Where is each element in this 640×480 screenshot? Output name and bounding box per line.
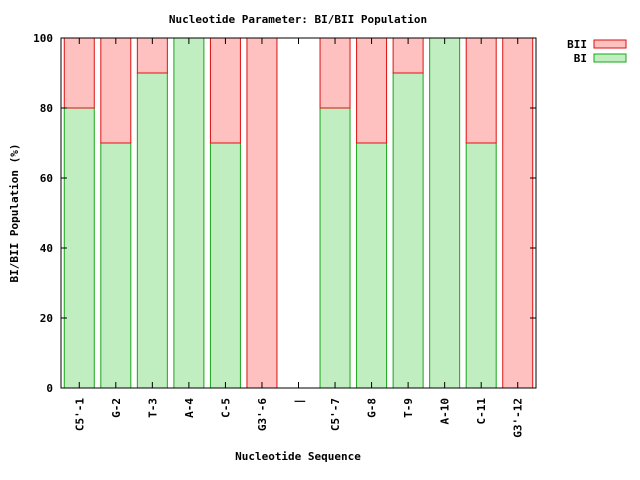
- bars-group: [63, 37, 534, 389]
- y-tick-label: 100: [33, 32, 53, 45]
- bar-bii-13: [502, 37, 534, 389]
- bar-bi-5: [209, 142, 241, 389]
- x-tick-label: C5'-7: [329, 398, 342, 431]
- y-tick-label: 40: [40, 242, 53, 255]
- x-tick-label: A-10: [439, 398, 452, 425]
- plot-frame: [60, 37, 537, 389]
- bar-bii-9: [356, 37, 388, 144]
- x-tick-label: A-4: [183, 398, 196, 418]
- x-tick-label: T-9: [402, 398, 415, 418]
- x-tick-label: C5'-1: [73, 398, 86, 431]
- legend-swatch-bii: [593, 39, 627, 49]
- bar-bi-3: [136, 72, 168, 389]
- x-tick-label: G-8: [366, 398, 379, 418]
- x-tick-label: G3'-6: [256, 398, 269, 431]
- bar-bi-8: [319, 107, 351, 389]
- chart-title: Nucleotide Parameter: BI/BII Population: [169, 13, 427, 26]
- x-axis-title: Nucleotide Sequence: [235, 450, 361, 463]
- y-axis-title: BI/BII Population (%): [8, 143, 21, 282]
- bar-bi-9: [356, 142, 388, 389]
- bar-bi-12: [465, 142, 497, 389]
- bar-bii-5: [209, 37, 241, 144]
- y-tick-label: 60: [40, 172, 53, 185]
- bar-bii-12: [465, 37, 497, 144]
- y-tick-label: 0: [46, 382, 53, 395]
- x-tick-label: G-2: [110, 398, 123, 418]
- y-tick-label: 20: [40, 312, 53, 325]
- y-tick-label: 80: [40, 102, 53, 115]
- x-tick-label: |: [293, 398, 306, 405]
- bar-bii-2: [100, 37, 132, 144]
- bar-bi-2: [100, 142, 132, 389]
- bar-bii-8: [319, 37, 351, 109]
- y-axis: 0 20 40 60 80 100: [33, 32, 536, 395]
- bar-bi-11: [429, 37, 461, 389]
- bar-bi-4: [173, 37, 205, 389]
- bar-bii-1: [63, 37, 95, 109]
- x-tick-label: C-5: [219, 398, 232, 418]
- x-axis: C5'-1 G-2 T-3 A-4 C-5 G3'-6 | C5'-7 G-8 T-9 A-10 C-…: [73, 38, 525, 438]
- legend-swatch-bi: [593, 53, 627, 63]
- legend-label-bii: BII: [567, 38, 587, 51]
- bar-bi-10: [392, 72, 424, 389]
- bar-bi-1: [63, 107, 95, 389]
- bar-bii-6: [246, 37, 278, 389]
- x-tick-label: T-3: [146, 398, 159, 418]
- x-tick-label: G3'-12: [512, 398, 525, 438]
- x-tick-label: C-11: [475, 398, 488, 425]
- legend-label-bi: BI: [574, 52, 587, 65]
